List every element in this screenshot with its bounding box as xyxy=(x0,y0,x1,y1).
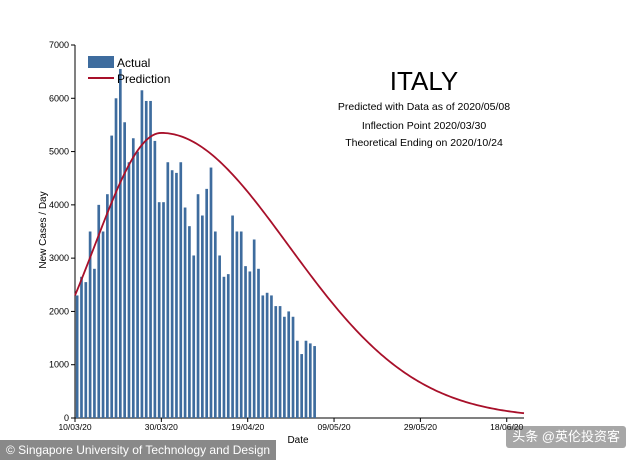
bar-actual xyxy=(175,172,178,418)
bar-actual xyxy=(97,204,101,418)
x-axis-label: Date xyxy=(287,435,309,446)
bar-actual xyxy=(188,226,191,418)
bar-actual xyxy=(75,295,79,418)
y-tick-label: 6000 xyxy=(49,93,69,103)
bar-actual xyxy=(304,340,308,418)
y-ticks: 0 1000 2000 3000 4000 5000 6000 7000 xyxy=(49,40,75,423)
subtitle-line-1: Predicted with Data as of 2020/05/08 xyxy=(338,101,510,113)
subtitle-line-3: Theoretical Ending on 2020/10/24 xyxy=(345,137,503,149)
bar-actual xyxy=(131,138,135,418)
bars-actual xyxy=(75,68,316,418)
bar-actual xyxy=(93,268,96,418)
bar-actual xyxy=(110,135,114,418)
bar-actual xyxy=(84,282,88,418)
bar-actual xyxy=(213,231,217,418)
bar-actual xyxy=(235,231,239,418)
x-tick-label: 18/06/20 xyxy=(490,422,523,432)
prediction-line xyxy=(74,132,525,415)
bar-actual xyxy=(192,255,196,418)
bar-actual xyxy=(252,239,256,418)
subtitle-line-2: Inflection Point 2020/03/30 xyxy=(362,120,487,132)
bar-actual xyxy=(244,266,247,418)
bar-actual xyxy=(196,194,200,418)
bar-actual xyxy=(222,276,226,418)
bar-actual xyxy=(278,306,282,418)
bar-actual xyxy=(265,292,269,418)
y-tick-label: 3000 xyxy=(49,253,69,263)
bar-actual xyxy=(170,170,174,418)
bar-actual xyxy=(153,140,157,418)
legend-label-prediction: Prediction xyxy=(117,72,170,86)
y-tick-label: 4000 xyxy=(49,200,69,210)
bar-actual xyxy=(287,311,291,418)
x-ticks: 10/03/20 30/03/20 19/04/20 09/05/20 29/05/20… xyxy=(58,418,524,432)
x-tick-label: 19/04/20 xyxy=(231,422,264,432)
bar-actual xyxy=(183,207,187,418)
prediction-line-group xyxy=(74,132,525,415)
bar-actual xyxy=(136,151,139,418)
bar-actual xyxy=(166,162,170,418)
y-tick-label: 0 xyxy=(64,413,69,423)
bar-actual xyxy=(144,100,148,418)
bar-actual xyxy=(123,122,126,418)
bar-actual xyxy=(88,231,92,418)
bar-actual xyxy=(118,68,122,418)
bar-actual xyxy=(209,167,213,418)
x-tick-label: 30/03/20 xyxy=(145,422,178,432)
legend-label-actual: Actual xyxy=(117,56,150,70)
bar-actual xyxy=(226,274,230,418)
bar-actual xyxy=(239,231,243,418)
y-tick-label: 2000 xyxy=(49,306,69,316)
x-tick-label: 29/05/20 xyxy=(404,422,437,432)
y-tick-label: 7000 xyxy=(49,40,69,50)
y-axis-label: New Cases / Day xyxy=(38,191,49,268)
x-tick-label: 09/05/20 xyxy=(317,422,350,432)
bar-actual xyxy=(162,202,165,418)
bar-actual xyxy=(313,346,316,418)
bar-actual xyxy=(308,343,312,418)
bar-actual xyxy=(218,255,221,418)
y-tick-label: 1000 xyxy=(49,360,69,370)
watermark: 头条 @英伦投资客 xyxy=(506,426,626,448)
bar-actual xyxy=(106,194,109,418)
bar-actual xyxy=(179,162,183,418)
bar-actual xyxy=(157,202,161,418)
bar-actual xyxy=(80,276,83,418)
bar-actual xyxy=(291,316,295,418)
bar-actual xyxy=(201,215,204,418)
bar-actual xyxy=(149,100,152,418)
bar-actual xyxy=(248,271,252,418)
legend: Actual Prediction xyxy=(88,56,170,86)
chart-title: ITALY xyxy=(390,66,458,96)
x-tick-label: 10/03/20 xyxy=(58,422,91,432)
bar-actual xyxy=(296,340,299,418)
bar-actual xyxy=(300,354,303,418)
legend-swatch-actual xyxy=(88,56,114,68)
bar-actual xyxy=(257,268,260,418)
image-credit: © Singapore University of Technology and… xyxy=(0,440,277,460)
bar-actual xyxy=(205,188,209,418)
bar-actual xyxy=(274,306,278,418)
bar-actual xyxy=(231,215,234,418)
bar-actual xyxy=(114,98,118,418)
bar-actual xyxy=(261,295,265,418)
bar-actual xyxy=(140,90,144,418)
bar-actual xyxy=(270,295,273,418)
bar-actual xyxy=(101,231,105,418)
bar-actual xyxy=(283,316,286,418)
bar-actual xyxy=(127,162,131,418)
y-tick-label: 5000 xyxy=(49,147,69,157)
